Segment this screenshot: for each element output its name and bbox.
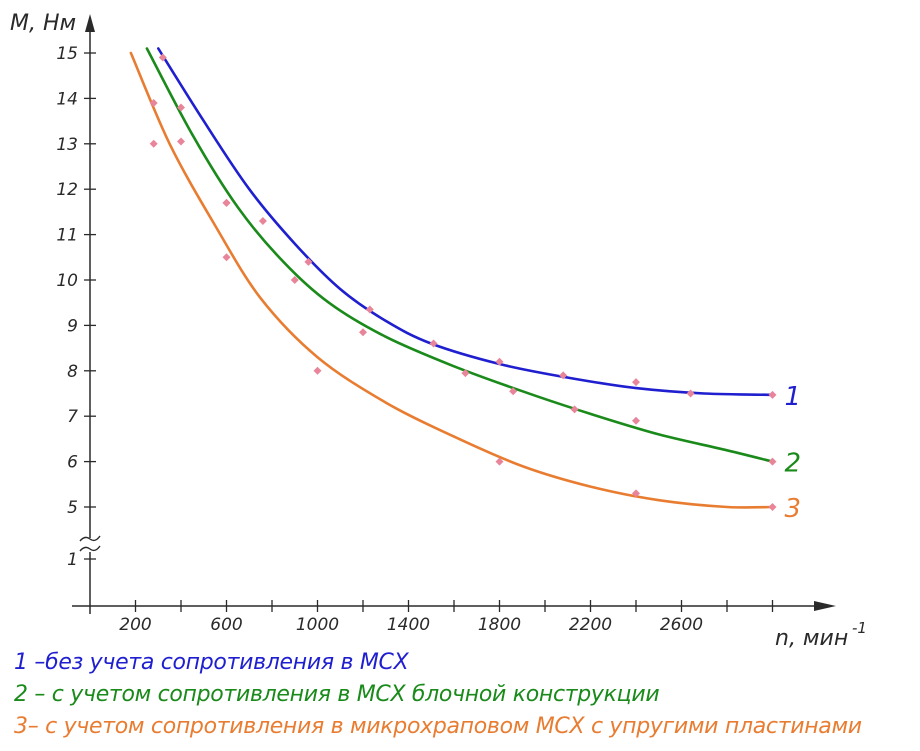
y-tick-label: 14: [56, 89, 78, 109]
series-1-point: [158, 53, 167, 62]
x-tick-label: 1800: [478, 615, 521, 635]
x-axis-arrow: [814, 601, 836, 611]
series-2-point: [570, 405, 579, 414]
y-tick-label: 15: [56, 44, 78, 64]
series-1-point: [768, 390, 777, 399]
series-1-label: 1: [785, 382, 802, 412]
series-1-point: [258, 216, 267, 225]
curves: [129, 47, 774, 509]
series-2-point: [461, 369, 470, 378]
series-1-line: [157, 47, 774, 397]
series-1-point: [429, 339, 438, 348]
axis-break-mark-lower: [79, 545, 101, 552]
y-tick-label: 1: [67, 550, 78, 570]
y-tick-label: 9: [67, 316, 78, 336]
y-tick-label: 10: [56, 271, 78, 291]
series-1-point: [365, 305, 374, 314]
y-tick-label: 13: [56, 135, 78, 155]
series-1-point: [632, 378, 640, 387]
series-3-line: [129, 51, 774, 509]
legend-item-2: 2 – с учетом сопротивления в МСХ блочной…: [14, 682, 660, 707]
series-3-point: [632, 489, 640, 498]
series-3-point: [222, 253, 231, 262]
series-3-point: [495, 457, 504, 466]
series-2-line: [145, 47, 774, 463]
axes: [72, 14, 836, 614]
series-3-point: [149, 139, 158, 148]
series-2-point: [768, 457, 777, 466]
series-1-point: [686, 389, 695, 398]
x-axis-label-exponent: -1: [852, 619, 867, 637]
x-tick-label: 1000: [296, 615, 339, 635]
series-2-point: [632, 416, 640, 425]
series-2-point: [149, 98, 158, 107]
axis-break-mark-upper: [79, 535, 101, 542]
series-1-point: [304, 257, 313, 266]
y-tick-label: 6: [67, 453, 78, 473]
y-tick-label: 11: [56, 226, 78, 246]
legend-item-3: 3– с учетом сопротивления в микрохрапово…: [14, 714, 862, 739]
series-2-point: [359, 328, 367, 337]
x-axis-label: n, мин: [775, 626, 848, 651]
series-2-point: [222, 198, 231, 207]
series-3-point: [768, 503, 777, 511]
series-2-label: 2: [785, 449, 802, 479]
series-2-point: [290, 276, 299, 284]
y-tick-label: 5: [67, 498, 78, 518]
x-tick-label: 600: [210, 615, 242, 635]
series-3-point: [313, 366, 322, 375]
y-axis-label: M, Нм: [10, 11, 76, 36]
series-1-point: [495, 357, 504, 366]
ticks: 5 6 7 8 9 10 11 12 13 14 15 1 200 600 1000 1400 1800 2200…: [56, 44, 774, 635]
y-tick-label: 12: [56, 180, 78, 200]
x-tick-label: 200: [119, 615, 151, 635]
series-3-label: 3: [785, 494, 802, 524]
x-tick-label: 2600: [660, 615, 703, 635]
y-tick-label: 8: [67, 362, 78, 382]
series-1-point: [559, 371, 568, 380]
markers: [149, 53, 777, 511]
y-axis-arrow: [85, 14, 95, 32]
x-tick-label: 1400: [387, 615, 430, 635]
legend-item-1: 1 –без учета сопротивления в МСХ: [14, 650, 409, 675]
y-tick-label: 7: [67, 407, 78, 427]
series-2-point: [509, 387, 518, 396]
series-2-point: [177, 137, 185, 146]
x-tick-label: 2200: [569, 615, 612, 635]
series-1-point: [177, 103, 185, 112]
